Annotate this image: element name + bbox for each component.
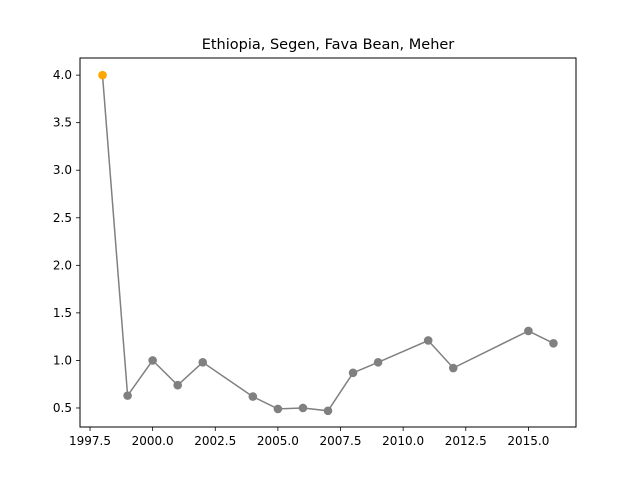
plot-area: 1997.5 2000.0 2002.5 2005.0 2007.5 2010.0 2012…: [53, 68, 558, 448]
data-point: [373, 358, 383, 367]
data-point: [298, 403, 308, 413]
y-tick-label: 4.0: [53, 68, 72, 82]
y-tick-label: 3.5: [53, 116, 72, 130]
data-point: [123, 391, 132, 400]
x-tick-label: 2010.0: [382, 434, 424, 448]
y-tick-label: 3.0: [53, 163, 72, 177]
data-point: [173, 380, 182, 390]
highlighted-data-point: [98, 70, 107, 80]
y-tick-label: 0.5: [53, 401, 72, 415]
data-point: [198, 358, 208, 367]
x-tick-label: 2000.0: [132, 434, 174, 448]
y-tick-label: 1.0: [53, 353, 72, 367]
x-tick-label: 2002.5: [194, 434, 236, 448]
axes-frame: [79, 57, 577, 428]
x-tick-label: 2012.5: [445, 434, 487, 448]
x-tick-label: 2007.5: [320, 434, 362, 448]
data-point: [423, 336, 433, 345]
data-point: [524, 326, 533, 336]
data-point: [248, 392, 258, 401]
y-tick-label: 2.0: [53, 258, 72, 272]
y-tick-label: 1.5: [53, 306, 72, 320]
chart-title: Ethiopia, Segen, Fava Bean, Meher: [202, 37, 455, 53]
data-point: [148, 356, 157, 365]
y-tick-label: 2.5: [53, 211, 72, 225]
data-point: [549, 339, 558, 348]
x-tick-label: 1997.5: [69, 434, 111, 448]
data-point: [448, 363, 458, 373]
data-point: [273, 404, 283, 414]
x-tick-label: 2005.0: [257, 434, 299, 448]
data-point: [323, 406, 333, 416]
x-tick-label: 2015.0: [507, 434, 549, 448]
data-point: [348, 368, 358, 378]
